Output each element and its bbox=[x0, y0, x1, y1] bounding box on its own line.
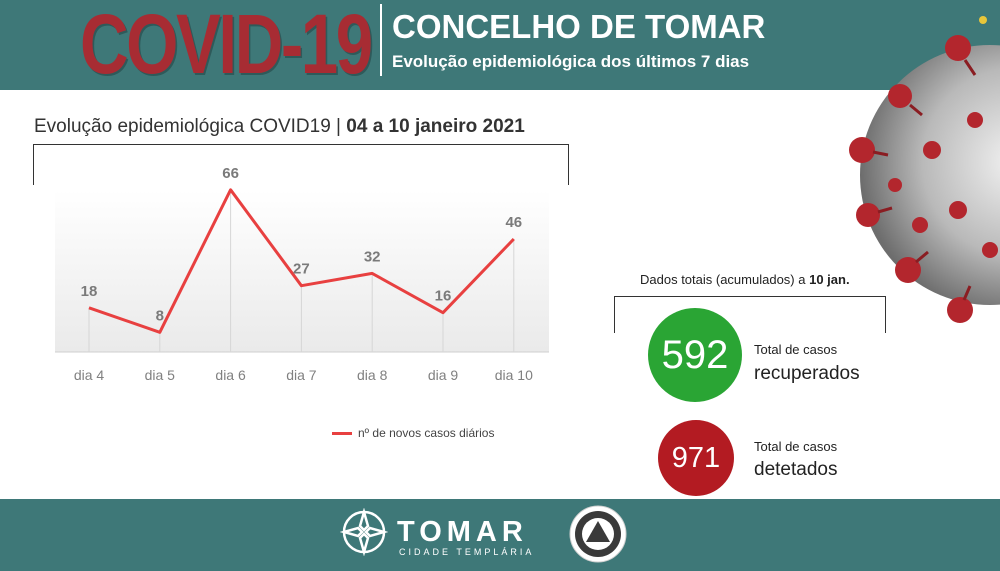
data-label: 8 bbox=[156, 307, 164, 324]
legend-swatch bbox=[332, 432, 352, 436]
chart-title-prefix: Evolução epidemiológica COVID19 | bbox=[34, 116, 347, 137]
chart-title: Evolução epidemiológica COVID19 | 04 a 1… bbox=[34, 116, 525, 138]
data-label: 27 bbox=[293, 261, 310, 278]
x-tick-label: dia 9 bbox=[428, 367, 459, 383]
series-line bbox=[88, 188, 515, 334]
x-tick-label: dia 6 bbox=[215, 367, 246, 383]
x-tick-label: dia 7 bbox=[286, 367, 317, 383]
chart-title-dates: 04 a 10 janeiro 2021 bbox=[346, 116, 525, 137]
x-tick-label: dia 5 bbox=[145, 367, 176, 383]
footer-bar bbox=[0, 499, 1000, 571]
data-label: 16 bbox=[435, 288, 452, 305]
header-divider bbox=[380, 4, 382, 76]
totals-title-date: 10 jan. bbox=[809, 272, 850, 287]
line-chart: 18 8 66 27 32 16 46 dia 4 dia 5 dia 6 dia 7 dia 8 d… bbox=[55, 165, 549, 383]
recovered-label-small: Total de casos bbox=[754, 342, 838, 357]
covid-title: COVID-19 bbox=[80, 0, 373, 91]
legend-label: nº de novos casos diários bbox=[358, 426, 495, 440]
recovered-label-big: recuperados bbox=[754, 363, 860, 384]
chart-legend: nº de novos casos diários bbox=[332, 426, 494, 440]
detected-label-big: detetados bbox=[754, 459, 838, 480]
data-label: 18 bbox=[81, 283, 98, 300]
chart-frame bbox=[33, 144, 569, 185]
detected-label-small: Total de casos bbox=[754, 439, 838, 454]
coronavirus-icon bbox=[849, 16, 1000, 323]
totals-title: Dados totais (acumulados) a 10 jan. bbox=[640, 272, 850, 287]
brand-tagline: CIDADE TEMPLÁRIA bbox=[399, 547, 535, 557]
templar-cross-icon bbox=[340, 508, 388, 556]
page-subtitle: Evolução epidemiológica dos últimos 7 di… bbox=[392, 52, 750, 71]
detected-count-badge: 971 bbox=[658, 420, 734, 496]
header-bar: COVID-19 CONCELHO DE TOMAR Evolução epid… bbox=[0, 0, 1000, 90]
x-tick-label: dia 8 bbox=[357, 367, 388, 383]
x-tick-label: dia 10 bbox=[495, 367, 533, 383]
data-label: 32 bbox=[364, 248, 381, 265]
page-title: CONCELHO DE TOMAR bbox=[392, 8, 766, 45]
x-tick-label: dia 4 bbox=[74, 367, 105, 383]
brand-name: TOMAR bbox=[397, 516, 528, 548]
data-label: 46 bbox=[505, 214, 522, 231]
totals-frame bbox=[614, 296, 886, 333]
totals-title-prefix: Dados totais (acumulados) a bbox=[640, 272, 810, 287]
recovered-count-badge: 592 bbox=[648, 308, 742, 402]
data-label: 66 bbox=[222, 165, 239, 182]
civil-protection-emblem-icon bbox=[569, 505, 627, 563]
